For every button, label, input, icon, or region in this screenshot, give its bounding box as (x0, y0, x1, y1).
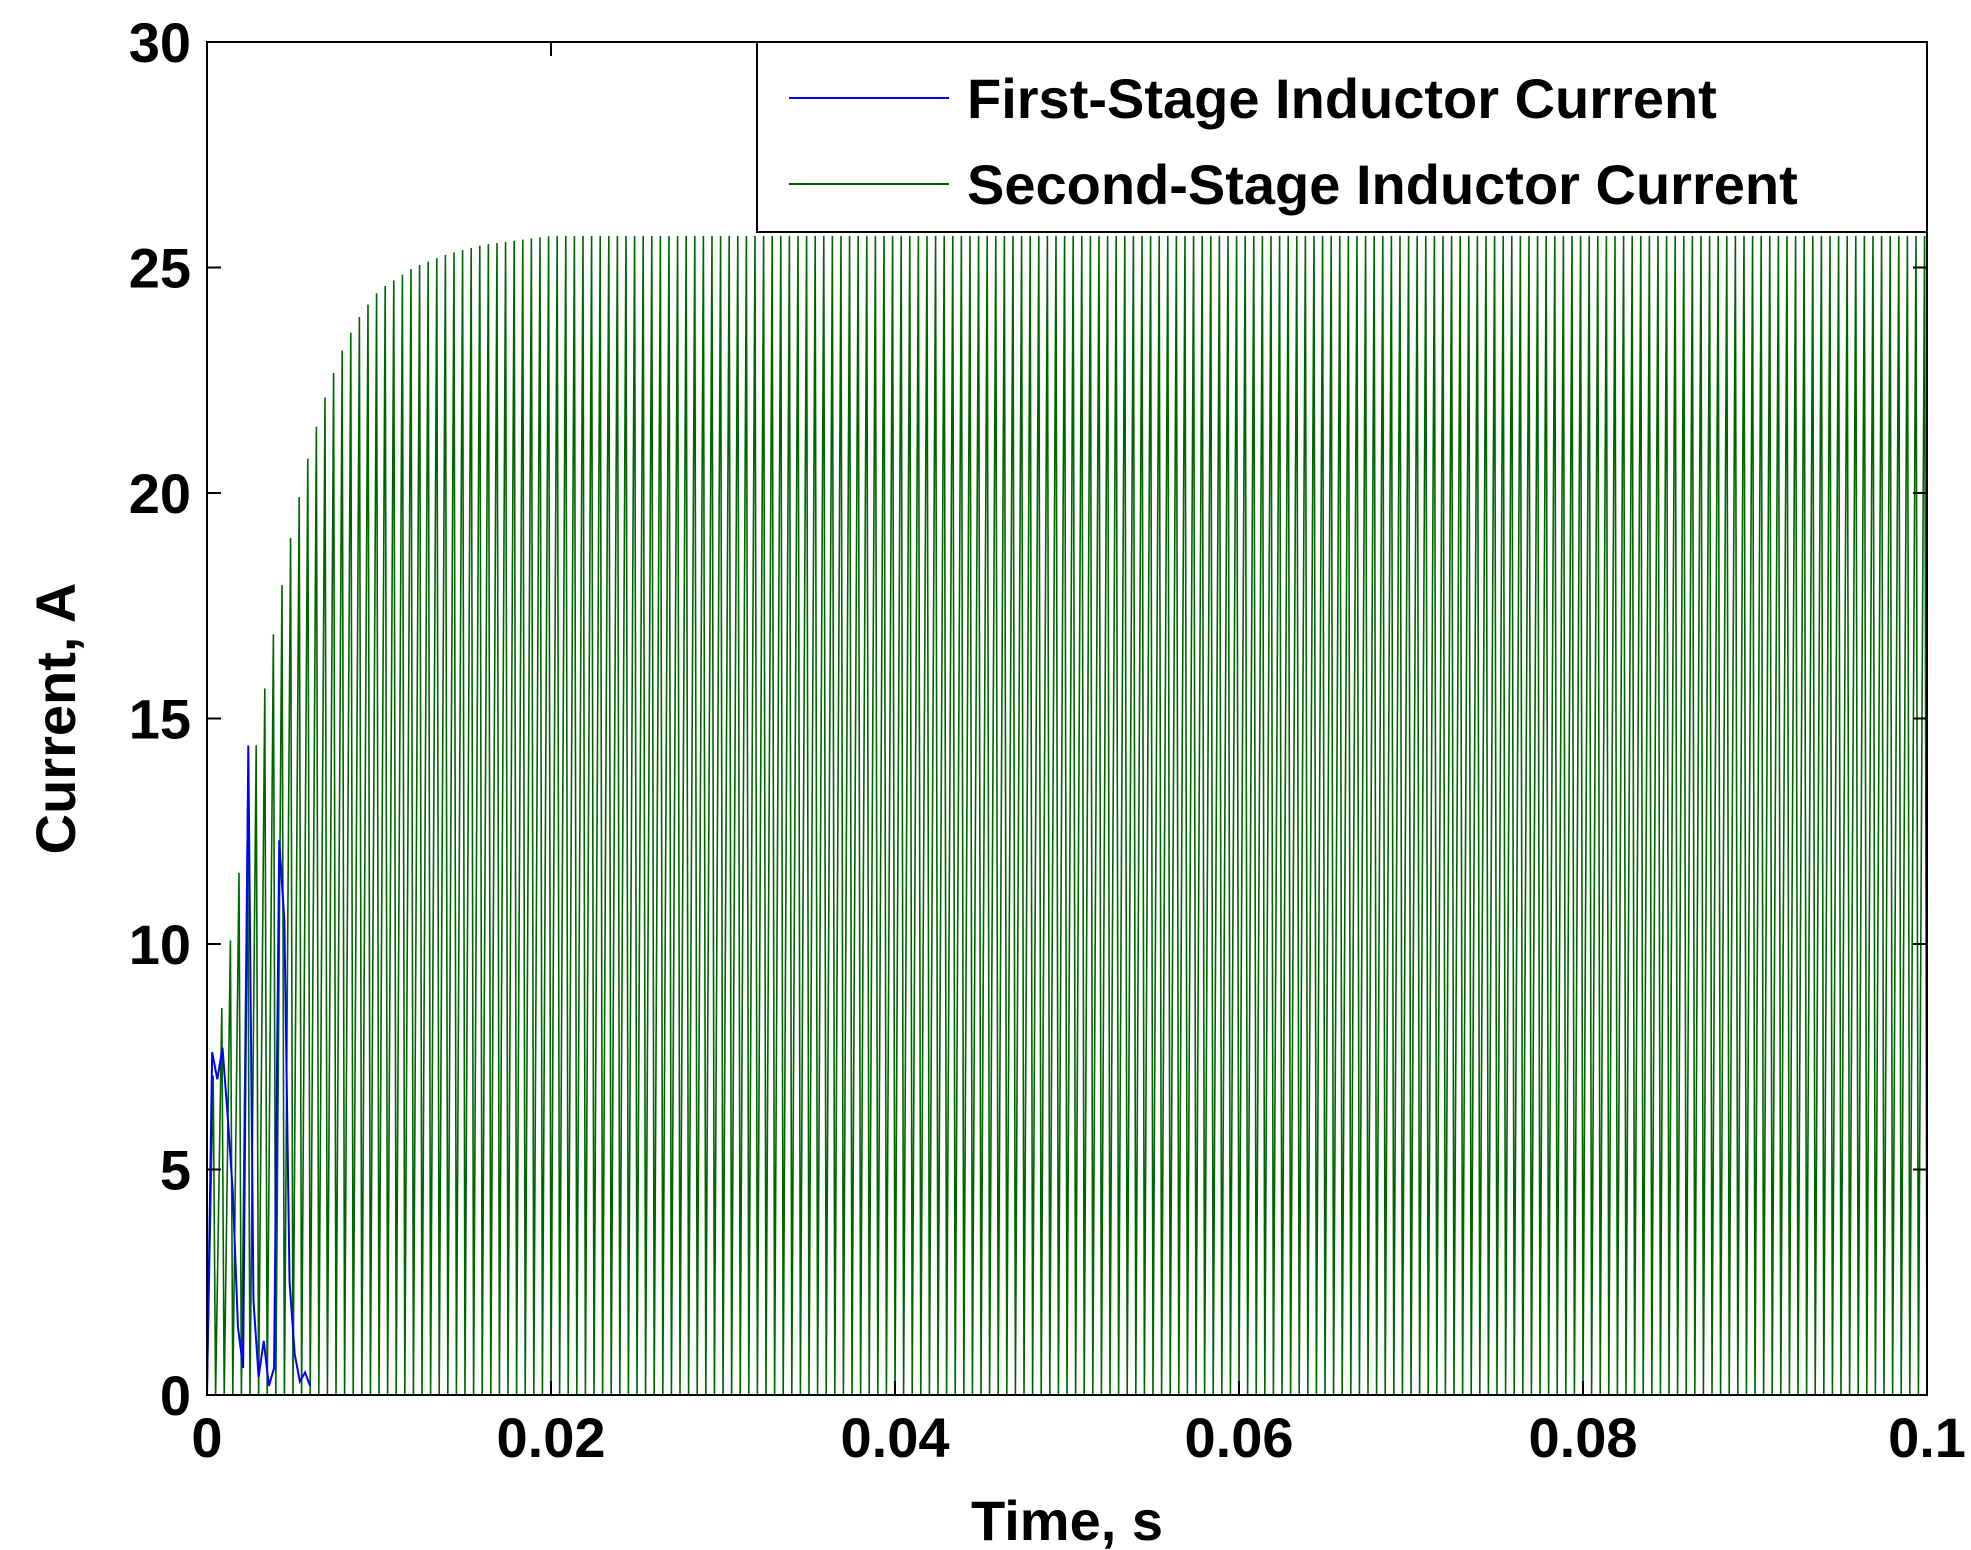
x-tick-label: 0 (191, 1406, 222, 1469)
series-first-stage-inductor-current (206, 745, 312, 1396)
legend-box (756, 41, 1928, 233)
x-tick-label: 0.1 (1888, 1406, 1966, 1469)
x-tick-label: 0.04 (841, 1406, 950, 1469)
x-tick-label: 0.06 (1185, 1406, 1294, 1469)
tick-labels: 0 0.02 0.04 0.06 0.08 0.1 0 5 10 15 20 25 30 (129, 11, 1966, 1469)
y-tick-label: 20 (129, 462, 191, 525)
x-axis-label: Time, s (971, 1489, 1163, 1550)
x-tick-label: 0.08 (1529, 1406, 1638, 1469)
y-tick-label: 10 (129, 913, 191, 976)
y-tick-label: 15 (129, 688, 191, 751)
x-tick-label: 0.02 (497, 1406, 606, 1469)
legend: First-Stage Inductor Current Second-Stag… (756, 41, 1928, 233)
legend-label-first-stage: First-Stage Inductor Current (967, 67, 1717, 130)
y-axis-label: Current, A (24, 583, 87, 855)
y-tick-label: 5 (160, 1139, 191, 1202)
y-tick-label: 30 (129, 11, 191, 74)
legend-label-second-stage: Second-Stage Inductor Current (967, 153, 1798, 216)
y-tick-label: 25 (129, 237, 191, 300)
y-tick-label: 0 (160, 1364, 191, 1427)
